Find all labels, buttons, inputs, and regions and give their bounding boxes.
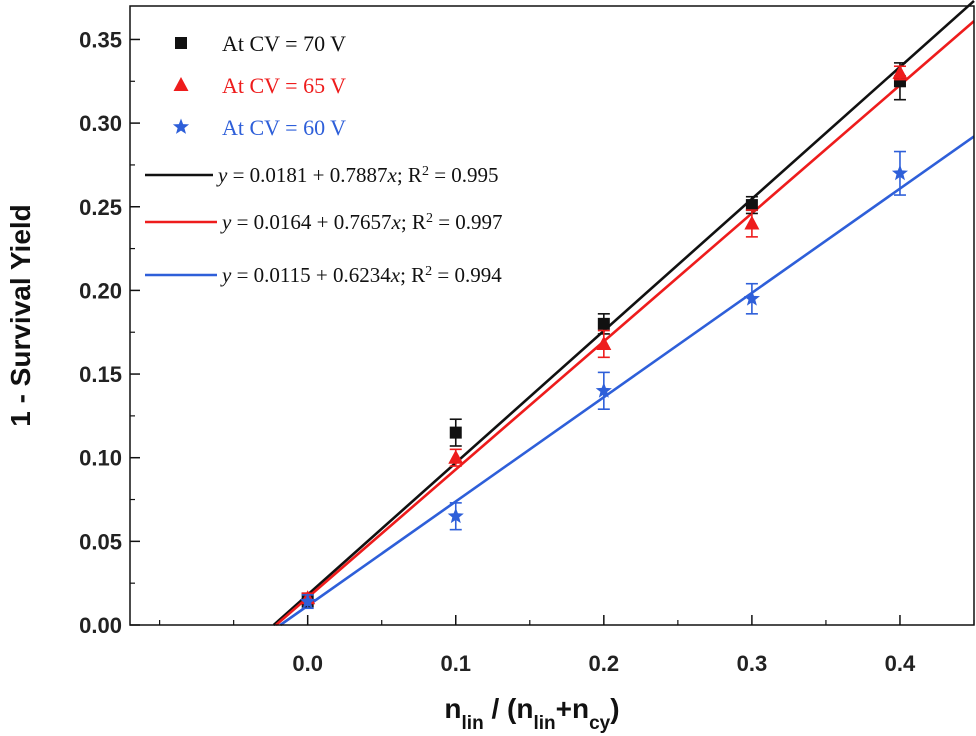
data-point-series-3 (447, 507, 464, 524)
fit-equation-2: y = 0.0164 + 0.7657x; R2 = 0.997 (220, 210, 503, 234)
fit-line-2 (275, 20, 975, 626)
data-point-series-1 (449, 426, 462, 439)
fit-equation-3: y = 0.0115 + 0.6234x; R2 = 0.994 (220, 263, 502, 287)
y-axis-label: 1 - Survival Yield (5, 204, 36, 427)
data-point-series-1 (745, 199, 758, 212)
data-points (299, 62, 908, 610)
data-point-series-2 (744, 215, 760, 230)
data-point-series-2 (448, 449, 464, 464)
x-tick-label: 0.4 (885, 651, 916, 676)
y-tick-label: 0.15 (79, 362, 122, 387)
y-tick-label: 0.00 (79, 613, 122, 638)
fit-lines (272, 0, 975, 627)
x-tick-label: 0.1 (440, 651, 471, 676)
y-tick-label: 0.05 (79, 529, 122, 554)
axis-ticks: 0.00 0.05 0.10 0.15 0.20 0.25 0.30 0.35 0.0 0.1 0.… (79, 27, 975, 676)
legend-label-2: At CV = 65 V (222, 73, 346, 98)
legend-label-1: At CV = 70 V (222, 31, 346, 56)
x-tick-label: 0.2 (589, 651, 620, 676)
y-tick-label: 0.30 (79, 111, 122, 136)
plot-area-frame (129, 5, 975, 626)
fit-line-3 (279, 135, 975, 627)
legend: At CV = 70 V At CV = 65 V At CV = 60 V y = … (145, 31, 503, 287)
data-point-series-3 (891, 164, 908, 181)
data-point-series-3 (595, 382, 612, 398)
data-point-series-2 (892, 64, 908, 79)
y-tick-label: 0.10 (79, 446, 122, 471)
data-point-series-3 (743, 290, 760, 306)
x-tick-label: 0.3 (737, 651, 768, 676)
y-tick-label: 0.35 (79, 27, 122, 52)
data-point-series-3 (299, 593, 316, 609)
x-tick-label: 0.0 (292, 651, 323, 676)
fit-equation-1: y = 0.0181 + 0.7887x; R2 = 0.995 (216, 163, 499, 187)
legend-marker-3 (172, 118, 190, 134)
y-tick-label: 0.25 (79, 195, 122, 220)
data-point-series-1 (597, 317, 610, 330)
legend-marker-1 (175, 37, 187, 49)
y-tick-label: 0.20 (79, 278, 122, 303)
data-point-series-2 (596, 335, 612, 350)
legend-marker-2 (173, 77, 189, 91)
legend-label-3: At CV = 60 V (222, 115, 346, 140)
x-axis-label: nlin / (nlin+ncy) (444, 693, 619, 734)
fit-line-1 (272, 0, 975, 626)
